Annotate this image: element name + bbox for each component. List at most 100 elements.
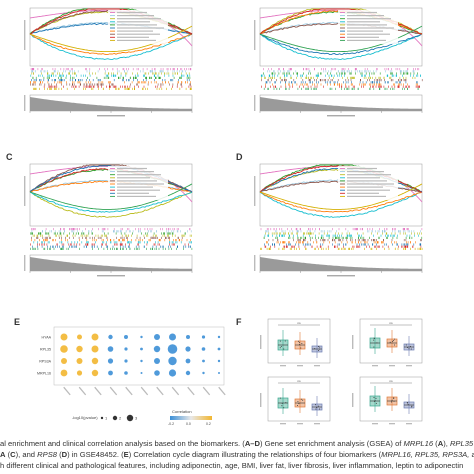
hit-mark — [136, 68, 138, 71]
hit-mark — [404, 228, 405, 231]
hit-mark — [337, 83, 338, 86]
hit-mark — [330, 230, 332, 233]
hit-mark — [65, 239, 66, 242]
hit-mark — [312, 228, 313, 231]
hit-mark — [32, 247, 34, 250]
hit-mark — [322, 239, 323, 242]
hit-mark — [403, 243, 405, 246]
hit-mark — [41, 68, 43, 71]
hit-mark — [162, 79, 163, 82]
hit-mark — [336, 72, 338, 75]
hit-mark — [188, 85, 190, 88]
hit-mark — [260, 228, 262, 231]
hit-mark — [70, 68, 72, 71]
bubble-dot — [167, 344, 178, 354]
hit-mark — [71, 85, 73, 88]
hit-mark — [388, 81, 389, 84]
hit-mark — [117, 87, 119, 90]
bubble-dot — [124, 371, 128, 375]
hit-mark — [190, 85, 192, 88]
hit-mark — [63, 70, 64, 73]
hit-mark — [31, 70, 33, 73]
hit-mark — [44, 239, 46, 242]
hit-mark — [404, 245, 405, 248]
hit-mark — [48, 234, 50, 237]
hit-mark — [291, 81, 293, 84]
hit-mark — [123, 239, 124, 242]
hit-mark — [42, 81, 43, 84]
hit-mark — [339, 234, 340, 237]
hit-mark — [101, 243, 103, 246]
hit-mark — [378, 245, 379, 248]
hit-mark — [320, 72, 322, 75]
hit-mark — [283, 68, 284, 71]
hit-mark — [335, 87, 336, 90]
hit-mark — [304, 245, 306, 248]
hit-mark — [72, 76, 73, 79]
hit-mark — [112, 83, 113, 86]
hit-mark — [316, 87, 317, 90]
hit-mark — [182, 70, 184, 73]
hit-mark — [275, 236, 277, 239]
hit-mark — [417, 247, 419, 250]
hit-mark — [308, 87, 309, 90]
hit-mark — [92, 87, 94, 90]
hit-mark — [44, 70, 46, 73]
hit-mark — [66, 87, 68, 90]
hit-mark — [308, 228, 310, 231]
hit-mark — [181, 85, 183, 88]
hit-mark — [329, 241, 330, 244]
hit-mark — [376, 79, 378, 82]
hit-mark — [293, 239, 294, 242]
hit-mark — [76, 74, 77, 77]
hit-mark — [328, 70, 329, 73]
hit-mark — [105, 234, 107, 237]
hit-mark — [188, 241, 190, 244]
hit-mark — [288, 234, 290, 237]
hit-mark — [91, 243, 93, 246]
hit-mark — [324, 79, 326, 82]
hit-mark — [292, 85, 293, 88]
hit-mark — [157, 83, 159, 86]
hit-mark — [291, 245, 292, 248]
hit-mark — [286, 74, 288, 77]
hit-mark — [123, 247, 124, 250]
hit-mark — [291, 68, 292, 71]
hit-mark — [45, 232, 46, 235]
hit-mark — [384, 230, 385, 233]
hit-mark — [272, 76, 273, 79]
hit-mark — [405, 239, 407, 242]
hit-mark — [288, 83, 290, 86]
hit-mark — [369, 87, 370, 90]
hit-mark — [63, 228, 64, 231]
hit-mark — [410, 241, 411, 244]
hit-mark — [146, 243, 148, 246]
hit-mark — [308, 228, 309, 231]
hit-mark — [367, 79, 368, 82]
hit-mark — [356, 243, 358, 246]
hit-mark — [413, 230, 415, 233]
hit-mark — [337, 243, 339, 246]
ranked-metric-area — [30, 97, 192, 111]
hit-mark — [420, 247, 422, 250]
hit-mark — [168, 72, 170, 75]
hit-mark — [403, 239, 405, 242]
hit-mark — [184, 68, 185, 71]
legend — [338, 10, 398, 44]
data-point — [285, 402, 287, 404]
hit-mark — [62, 247, 64, 250]
hit-mark — [172, 232, 174, 235]
hit-mark — [92, 247, 93, 250]
hit-mark — [89, 72, 90, 75]
hit-mark — [408, 85, 409, 88]
hit-mark — [343, 245, 344, 248]
hit-mark — [35, 76, 37, 79]
hit-mark — [115, 74, 117, 77]
hit-mark — [162, 81, 163, 84]
hit-mark — [127, 236, 128, 239]
hit-mark — [177, 72, 178, 75]
hit-mark — [264, 76, 265, 79]
hit-mark — [173, 243, 174, 246]
hit-mark — [150, 81, 152, 84]
hit-mark — [87, 85, 89, 88]
